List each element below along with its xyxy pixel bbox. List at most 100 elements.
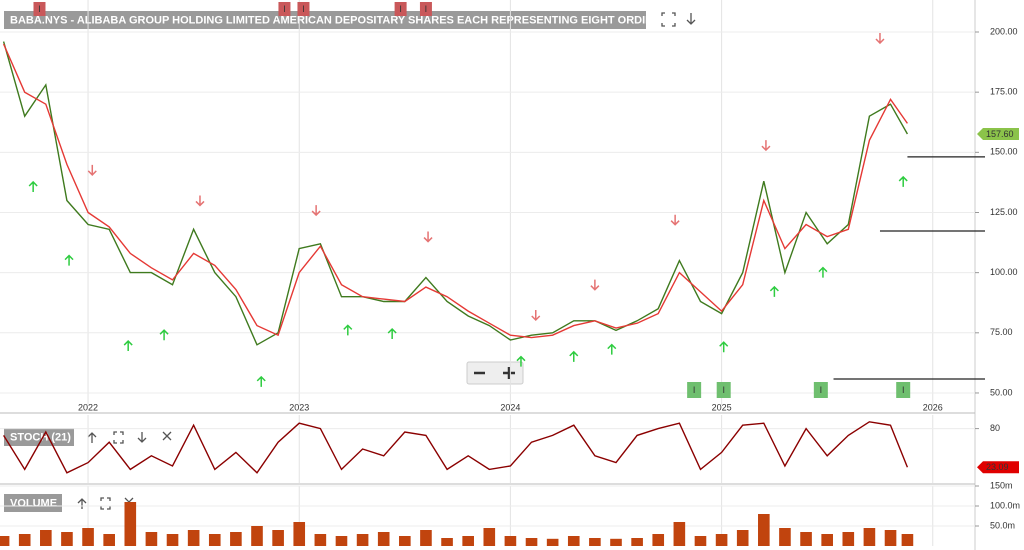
- expand-icon[interactable]: [661, 12, 676, 27]
- x-tick-label: 2024: [500, 402, 520, 412]
- y-tick-label: 175.00: [990, 87, 1018, 97]
- volume-bar: [166, 534, 179, 546]
- event-box: [896, 382, 911, 398]
- signal-arrow: [769, 285, 779, 297]
- last-value-tag: [977, 461, 1019, 474]
- event-label: I: [38, 4, 41, 14]
- volume-bar: [525, 538, 538, 546]
- volume-label-box: [4, 494, 62, 512]
- signal-arrow: [516, 355, 526, 367]
- event-label: I: [820, 385, 823, 395]
- stoch-label-box: [4, 428, 74, 446]
- volume-bar: [187, 530, 200, 546]
- event-box: [297, 2, 310, 16]
- event-box: [813, 382, 828, 398]
- event-box: [687, 382, 702, 398]
- volume-bar: [504, 536, 517, 546]
- volume-bar: [145, 532, 158, 546]
- x-tick-label: 2023: [289, 402, 309, 412]
- signal-arrow: [607, 343, 617, 355]
- volume-bar: [272, 530, 284, 546]
- volume-bar: [18, 534, 31, 546]
- volume-bar: [208, 534, 221, 546]
- volume-bar: [0, 536, 10, 546]
- title-icons: [661, 12, 696, 27]
- event-label: I: [425, 4, 428, 14]
- y-tick-label: 100.0m: [990, 500, 1020, 510]
- volume-bar: [314, 534, 327, 546]
- volume-bar: [652, 534, 665, 546]
- volume-bar: [546, 538, 559, 546]
- signal-arrow: [64, 254, 74, 266]
- event-box: [716, 382, 731, 398]
- signal-arrow: [818, 266, 828, 278]
- y-tick-label: 50.0m: [990, 520, 1015, 530]
- event-label: I: [722, 385, 725, 395]
- download-icon[interactable]: [686, 13, 696, 25]
- volume-bar: [356, 534, 369, 546]
- title-box: [4, 11, 646, 29]
- zoom-controls: [466, 361, 524, 385]
- signal-arrow: [761, 140, 771, 152]
- y-tick-label: 200.00: [990, 26, 1018, 36]
- signal-arrow: [387, 327, 397, 340]
- last-value-tag: [977, 128, 1019, 141]
- stoch-title: STOCH (21): [10, 431, 71, 443]
- stoch-icons: [87, 431, 172, 444]
- volume-bar: [610, 538, 622, 546]
- volume-bar: [779, 528, 791, 546]
- volume-bar: [293, 522, 306, 546]
- y-tick-label: 100.00: [990, 267, 1018, 277]
- up-icon[interactable]: [87, 432, 97, 443]
- signal-arrow: [719, 341, 729, 353]
- signal-arrow: [87, 164, 97, 176]
- volume-bar: [673, 522, 686, 546]
- volume-bar: [567, 536, 580, 546]
- event-box: [278, 2, 291, 16]
- event-box: [394, 2, 407, 16]
- volume-bar: [631, 538, 643, 546]
- volume-bar: [251, 526, 263, 546]
- zoom-in[interactable]: [503, 367, 515, 379]
- signal-arrow: [423, 231, 433, 243]
- down-icon[interactable]: [137, 432, 147, 443]
- y-tick-label: 80: [990, 423, 1000, 433]
- event-label: I: [902, 385, 905, 395]
- volume-bar: [230, 532, 242, 546]
- volume-bar: [589, 538, 601, 546]
- signal-arrow: [28, 180, 38, 192]
- series-line: [2, 43, 908, 339]
- event-label: I: [283, 4, 286, 14]
- x-tick-label: 2022: [78, 402, 98, 412]
- x-tick-label: 2025: [712, 402, 732, 412]
- signal-arrow: [311, 205, 321, 217]
- signal-arrow: [256, 375, 266, 387]
- volume-bar: [40, 530, 52, 546]
- y-tick-label: 125.00: [990, 207, 1018, 217]
- up-icon[interactable]: [77, 498, 87, 509]
- volume-bar: [901, 534, 914, 546]
- event-box: [33, 2, 46, 16]
- close-icon[interactable]: [162, 431, 172, 441]
- y-tick-label: 150m: [990, 480, 1013, 490]
- expand-icon[interactable]: [100, 497, 111, 510]
- event-label: I: [693, 385, 696, 395]
- volume-bar: [462, 536, 474, 546]
- expand-icon[interactable]: [113, 431, 124, 444]
- series-line: [2, 41, 909, 346]
- volume-bar: [124, 502, 137, 546]
- y-tick-label: 150.00: [990, 147, 1018, 157]
- event-box: [419, 2, 432, 16]
- signal-arrow: [531, 310, 541, 322]
- signal-arrow: [195, 195, 205, 207]
- volume-bar: [483, 528, 496, 546]
- volume-bar: [694, 536, 707, 546]
- signal-arrow: [590, 279, 600, 291]
- signal-arrow: [670, 214, 680, 226]
- x-tick-label: 2026: [923, 402, 943, 412]
- volume-bar: [715, 534, 728, 546]
- signal-arrow: [343, 324, 353, 336]
